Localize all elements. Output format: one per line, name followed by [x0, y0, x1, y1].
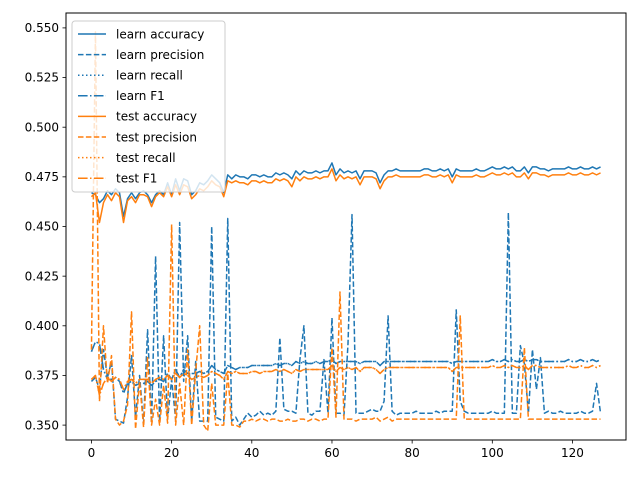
legend-label: learn recall — [116, 69, 183, 83]
legend-label: test precision — [116, 130, 197, 144]
y-tick-label: 0.375 — [25, 369, 59, 383]
y-axis: 0.350 0.375 0.400 0.425 0.450 0.475 0.500 0.525… — [25, 21, 66, 432]
series-line-test-f1 — [90, 364, 601, 397]
y-tick-label: 0.550 — [25, 21, 59, 35]
x-tick-label: 100 — [481, 446, 504, 460]
legend-label: test F1 — [116, 172, 157, 186]
y-tick-label: 0.350 — [25, 418, 59, 432]
y-tick-label: 0.475 — [25, 170, 59, 184]
x-axis: 0 20 40 60 80 100 120 — [88, 440, 584, 460]
x-tick-label: 0 — [88, 446, 96, 460]
legend-label: learn accuracy — [116, 27, 204, 41]
y-tick-label: 0.500 — [25, 120, 59, 134]
legend-label: learn F1 — [116, 89, 165, 103]
y-tick-label: 0.525 — [25, 71, 59, 85]
legend: learn accuracy learn precision learn recal… — [71, 20, 226, 193]
y-tick-label: 0.400 — [25, 319, 59, 333]
series-line-test-precision — [90, 31, 601, 432]
y-tick-label: 0.450 — [25, 220, 59, 234]
series-line-learn-precision — [90, 211, 602, 426]
x-tick-label: 80 — [405, 446, 420, 460]
x-tick-label: 120 — [561, 446, 584, 460]
legend-label: test accuracy — [116, 110, 197, 124]
series-line-learn-f1 — [90, 340, 601, 395]
x-tick-label: 40 — [244, 446, 259, 460]
legend-label: learn precision — [116, 48, 204, 62]
y-tick-label: 0.425 — [25, 269, 59, 283]
legend-box — [71, 20, 226, 193]
x-tick-label: 20 — [164, 446, 179, 460]
legend-label: test recall — [116, 151, 176, 165]
x-tick-label: 60 — [324, 446, 339, 460]
